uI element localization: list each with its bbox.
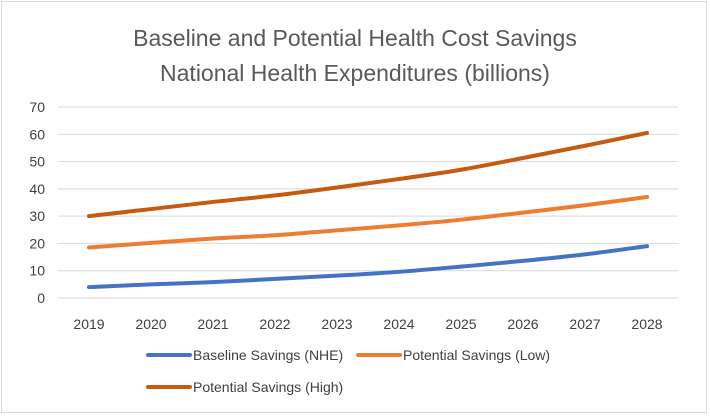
y-tick-label: 20 bbox=[29, 235, 45, 251]
x-tick-label: 2020 bbox=[135, 316, 166, 332]
series-line-high bbox=[87, 130, 649, 219]
legend-label: Potential Savings (High) bbox=[193, 379, 343, 395]
x-tick-label: 2025 bbox=[445, 316, 476, 332]
x-tick-label: 2021 bbox=[197, 316, 228, 332]
gridlines bbox=[58, 106, 678, 299]
x-tick-label: 2024 bbox=[383, 316, 414, 332]
series-line-baseline bbox=[87, 244, 649, 290]
x-tick-label: 2019 bbox=[73, 316, 104, 332]
chart-subtitle: National Health Expenditures (billions) bbox=[160, 60, 550, 86]
x-tick-label: 2027 bbox=[569, 316, 600, 332]
x-tick-label: 2023 bbox=[321, 316, 352, 332]
legend: Baseline Savings (NHE) Potential Savings … bbox=[146, 347, 550, 395]
y-tick-label: 40 bbox=[29, 181, 45, 197]
x-tick-label: 2026 bbox=[507, 316, 538, 332]
y-tick-label: 0 bbox=[37, 290, 45, 306]
y-tick-label: 50 bbox=[29, 154, 45, 170]
x-tick-label: 2022 bbox=[259, 316, 290, 332]
chart-title: Baseline and Potential Health Cost Savin… bbox=[133, 25, 577, 51]
y-axis-tick-labels: 0 10 20 30 40 50 60 70 bbox=[29, 99, 45, 306]
x-tick-label: 2028 bbox=[631, 316, 662, 332]
y-tick-label: 30 bbox=[29, 208, 45, 224]
y-tick-label: 70 bbox=[29, 99, 45, 115]
series-lines bbox=[87, 130, 649, 290]
x-axis-tick-labels: 2019 2020 2021 2022 2023 2024 2025 2026 2027 2028 bbox=[73, 316, 662, 332]
series-line-low bbox=[87, 195, 649, 250]
legend-label: Potential Savings (Low) bbox=[403, 347, 550, 363]
y-tick-label: 10 bbox=[29, 263, 45, 279]
legend-label: Baseline Savings (NHE) bbox=[193, 347, 343, 363]
y-tick-label: 60 bbox=[29, 126, 45, 142]
